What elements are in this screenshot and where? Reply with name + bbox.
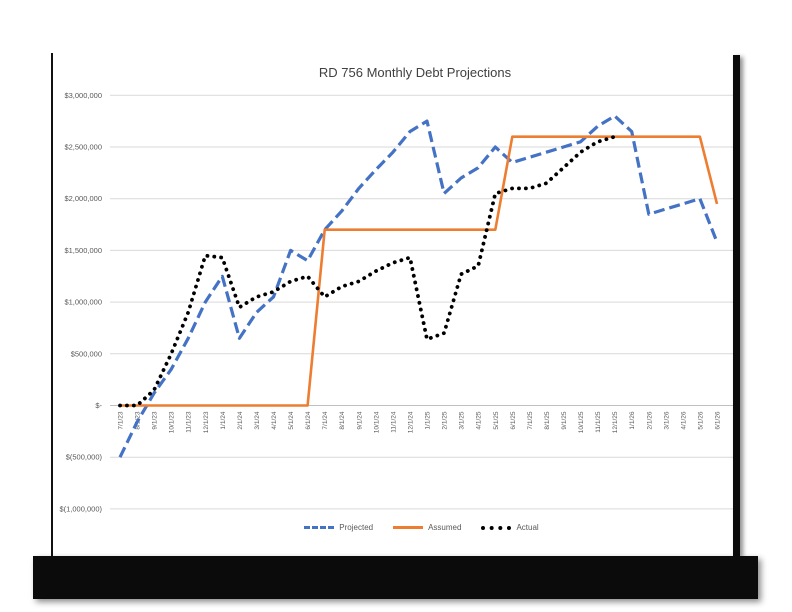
svg-text:4/1/24: 4/1/24 <box>271 411 278 429</box>
svg-text:1/1/26: 1/1/26 <box>629 411 636 429</box>
x-axis-labels: 7/1/23 8/1/23 9/1/23 10/1/23 11/1/23 12/1/23 1… <box>118 411 722 433</box>
projected-line-swatch <box>304 526 335 529</box>
svg-text:$2,000,000: $2,000,000 <box>64 194 102 203</box>
y-axis-labels: $3,000,000 $2,500,000 $2,000,000 $1,500,000… <box>59 91 102 514</box>
svg-text:7/1/23: 7/1/23 <box>118 411 125 429</box>
svg-text:2/1/26: 2/1/26 <box>646 411 653 429</box>
svg-text:6/1/24: 6/1/24 <box>305 411 312 429</box>
svg-text:8/1/25: 8/1/25 <box>544 411 551 429</box>
legend-item-assumed: Assumed <box>393 523 461 532</box>
svg-text:11/1/25: 11/1/25 <box>595 411 602 433</box>
debt-projections-chart: RD 756 Monthly Debt Projections $3,000,0… <box>59 65 733 514</box>
svg-text:7/1/25: 7/1/25 <box>527 411 534 429</box>
gridlines <box>110 94 733 510</box>
chart-legend: Projected Assumed Actual <box>110 523 733 532</box>
svg-text:4/1/25: 4/1/25 <box>476 411 483 429</box>
svg-text:1/1/25: 1/1/25 <box>425 411 432 429</box>
svg-text:2/1/25: 2/1/25 <box>442 411 449 429</box>
svg-text:8/1/24: 8/1/24 <box>339 411 346 429</box>
svg-text:7/1/24: 7/1/24 <box>322 411 329 429</box>
svg-text:$3,000,000: $3,000,000 <box>64 91 102 100</box>
bottom-frame-bar <box>33 556 758 599</box>
svg-text:12/1/24: 12/1/24 <box>407 411 414 433</box>
svg-text:12/1/23: 12/1/23 <box>203 411 210 433</box>
svg-text:3/1/26: 3/1/26 <box>663 411 670 429</box>
svg-text:1/1/24: 1/1/24 <box>220 411 227 429</box>
actual-line-swatch <box>481 525 512 530</box>
assumed-line-swatch <box>393 526 424 529</box>
svg-text:12/1/25: 12/1/25 <box>612 411 619 433</box>
svg-text:4/1/26: 4/1/26 <box>680 411 687 429</box>
legend-label-projected: Projected <box>339 523 374 532</box>
svg-text:6/1/26: 6/1/26 <box>714 411 721 429</box>
svg-text:$1,500,000: $1,500,000 <box>64 246 102 255</box>
svg-text:$2,500,000: $2,500,000 <box>64 143 102 152</box>
legend-item-projected: Projected <box>304 523 373 532</box>
chart-title: RD 756 Monthly Debt Projections <box>319 65 512 80</box>
legend-label-actual: Actual <box>516 523 539 532</box>
right-frame-bar <box>733 55 740 556</box>
svg-text:10/1/25: 10/1/25 <box>578 411 585 433</box>
svg-text:2/1/24: 2/1/24 <box>237 411 244 429</box>
svg-text:11/1/24: 11/1/24 <box>390 411 397 433</box>
svg-text:11/1/23: 11/1/23 <box>186 411 193 433</box>
svg-text:10/1/24: 10/1/24 <box>373 411 380 433</box>
svg-text:10/1/23: 10/1/23 <box>169 411 176 433</box>
svg-text:9/1/23: 9/1/23 <box>152 411 159 429</box>
svg-text:5/1/26: 5/1/26 <box>697 411 704 429</box>
svg-text:$500,000: $500,000 <box>71 349 102 358</box>
svg-text:9/1/25: 9/1/25 <box>561 411 568 429</box>
svg-text:$(500,000): $(500,000) <box>66 453 103 462</box>
svg-text:5/1/24: 5/1/24 <box>288 411 295 429</box>
svg-text:5/1/25: 5/1/25 <box>493 411 500 429</box>
svg-text:3/1/24: 3/1/24 <box>254 411 261 429</box>
legend-item-actual: Actual <box>481 523 539 532</box>
svg-text:6/1/25: 6/1/25 <box>510 411 517 429</box>
svg-text:3/1/25: 3/1/25 <box>459 411 466 429</box>
chart-slide: RD 756 Monthly Debt Projections $3,000,0… <box>51 53 735 556</box>
legend-label-assumed: Assumed <box>428 523 462 532</box>
svg-text:9/1/24: 9/1/24 <box>356 411 363 429</box>
series-lines <box>118 114 719 458</box>
svg-text:$(1,000,000): $(1,000,000) <box>59 504 102 513</box>
svg-text:$-: $- <box>95 401 102 410</box>
svg-text:$1,000,000: $1,000,000 <box>64 298 102 307</box>
